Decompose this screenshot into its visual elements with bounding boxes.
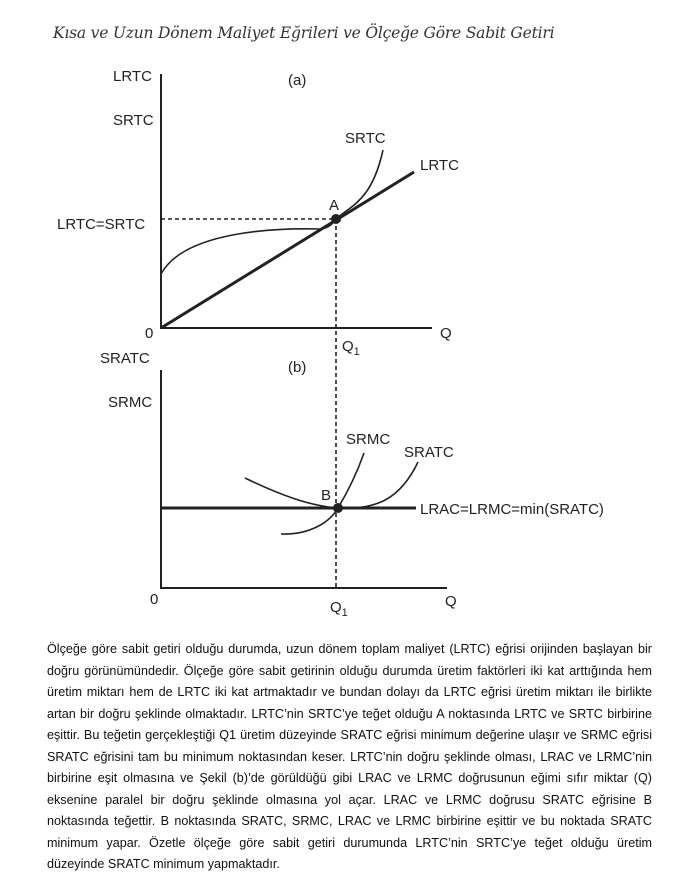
panel-b: (b) SRATC SRMC 0 Q1 Q SRMC SRATC LRAC=LR…	[100, 350, 604, 619]
panel-b-x-tick: Q1	[330, 599, 348, 619]
sratc-label: SRATC	[404, 444, 454, 461]
figure-title: Kısa ve Uzun Dönem Maliyet Eğrileri ve Ö…	[53, 24, 555, 42]
panel-a-y-tick: LRTC=SRTC	[57, 216, 145, 233]
explanation-paragraph: Ölçeğe göre sabit getiri olduğu durumda,…	[47, 642, 652, 871]
lrtc-label: LRTC	[420, 157, 459, 174]
panel-a-x-tick: Q1	[342, 338, 360, 358]
panel-b-x-label: Q	[445, 593, 457, 610]
panel-a-x-label: Q	[440, 325, 452, 342]
point-a-label: A	[329, 197, 339, 214]
panel-a: (a) LRTC SRTC LRTC=SRTC 0 Q1 Q SRTC LRTC…	[57, 68, 459, 590]
cost-curves-diagram: (a) LRTC SRTC LRTC=SRTC 0 Q1 Q SRTC LRTC…	[57, 68, 604, 619]
srtc-curve	[160, 149, 384, 275]
sratc-curve	[244, 461, 419, 510]
panel-a-y-label-srtc: SRTC	[113, 112, 154, 129]
panel-a-y-label-lrtc: LRTC	[113, 68, 152, 85]
srmc-label: SRMC	[346, 431, 390, 448]
panel-a-origin: 0	[145, 325, 153, 342]
point-a	[331, 214, 341, 224]
lrac-lrmc-label: LRAC=LRMC=min(SRATC)	[420, 501, 604, 518]
srtc-label: SRTC	[345, 130, 386, 147]
panel-b-y-label-sratc: SRATC	[100, 350, 150, 367]
point-b	[333, 503, 343, 513]
panel-b-origin: 0	[150, 591, 158, 608]
lrtc-line	[160, 170, 415, 330]
panel-b-label: (b)	[288, 359, 306, 376]
point-b-label: B	[321, 487, 331, 504]
panel-b-y-label-srmc: SRMC	[108, 394, 152, 411]
panel-a-label: (a)	[288, 72, 306, 89]
